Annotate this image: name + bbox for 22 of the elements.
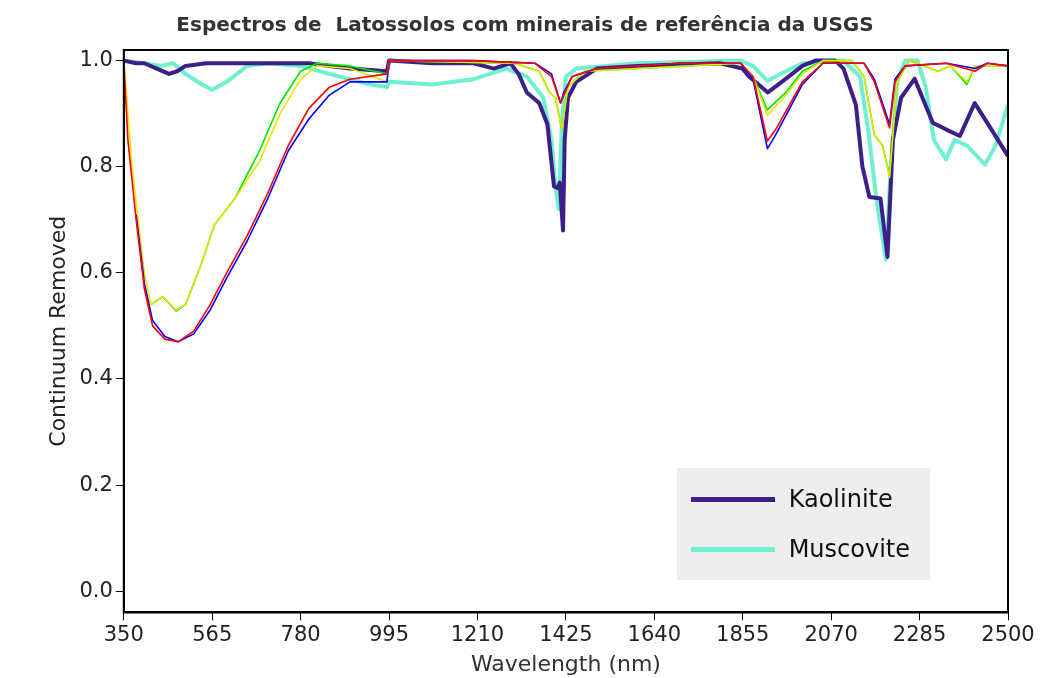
y-tick-label: 0.0 — [79, 577, 113, 602]
x-tick-label: 1210 — [450, 622, 505, 647]
y-tick-label: 0.4 — [79, 365, 113, 390]
x-tick-label: 1425 — [539, 622, 593, 647]
y-tick-label: 0.6 — [79, 259, 113, 284]
x-tick-label: 1855 — [716, 622, 770, 647]
x-tick-label: 780 — [280, 622, 321, 647]
y-tick-label: 0.8 — [79, 153, 113, 178]
y-tick-label: 0.2 — [79, 471, 113, 496]
legend-label: Muscovite — [788, 535, 910, 563]
x-tick-label: 2070 — [804, 622, 858, 647]
x-tick-label: 350 — [103, 622, 144, 647]
x-axis-title: Wavelength (nm) — [470, 650, 661, 676]
x-tick-label: 565 — [192, 622, 233, 647]
x-tick-label: 1640 — [627, 622, 682, 647]
legend-label: Kaolinite — [788, 485, 893, 513]
x-tick-label: 995 — [369, 622, 410, 647]
x-tick-label: 2285 — [892, 622, 947, 647]
x-tick-label: 2500 — [981, 622, 1035, 647]
y-tick-label: 1.0 — [79, 47, 113, 72]
y-axis-title: Continuum Removed — [44, 215, 70, 447]
chart-title: Espectros de Latossolos com minerais de referência da USGS — [176, 12, 874, 37]
